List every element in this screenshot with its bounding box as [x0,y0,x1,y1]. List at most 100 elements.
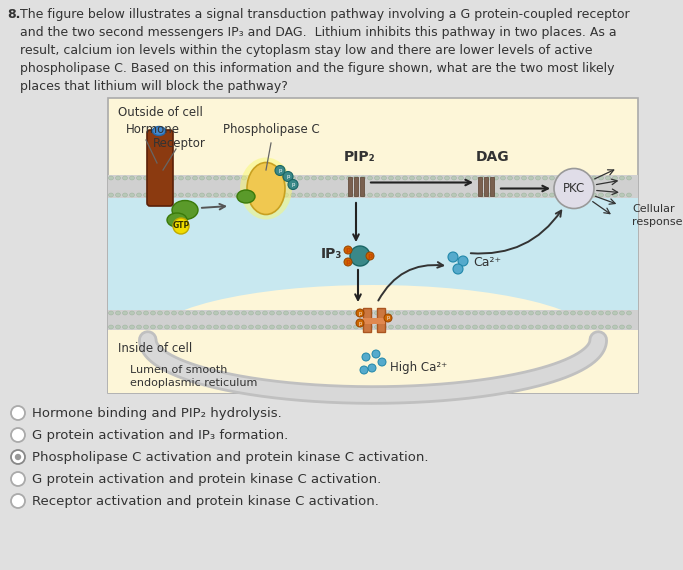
Ellipse shape [186,311,191,315]
Ellipse shape [514,193,520,197]
Ellipse shape [318,311,324,315]
Ellipse shape [171,311,176,315]
Ellipse shape [486,325,492,329]
Ellipse shape [150,193,156,197]
Ellipse shape [150,311,156,315]
Ellipse shape [172,201,198,219]
Ellipse shape [270,176,275,180]
Ellipse shape [598,176,604,180]
Ellipse shape [249,193,253,197]
Ellipse shape [535,325,540,329]
Ellipse shape [507,325,512,329]
Text: Inside of cell: Inside of cell [118,342,192,355]
Ellipse shape [115,325,120,329]
Ellipse shape [178,176,184,180]
Ellipse shape [514,325,520,329]
Ellipse shape [395,325,400,329]
Ellipse shape [458,325,464,329]
Ellipse shape [221,176,225,180]
Ellipse shape [570,325,576,329]
Ellipse shape [542,176,548,180]
Ellipse shape [165,193,169,197]
Text: p: p [387,316,389,320]
Circle shape [372,350,380,358]
Ellipse shape [311,311,316,315]
Text: p: p [346,247,350,253]
Ellipse shape [249,176,253,180]
Ellipse shape [361,193,365,197]
Ellipse shape [354,193,359,197]
Ellipse shape [242,176,247,180]
Ellipse shape [206,176,212,180]
Ellipse shape [542,193,548,197]
Ellipse shape [619,325,624,329]
Ellipse shape [227,311,232,315]
Text: The figure below illustrates a signal transduction pathway involving a G protein: The figure below illustrates a signal tr… [20,8,630,93]
Ellipse shape [613,176,617,180]
Ellipse shape [591,193,596,197]
Ellipse shape [522,193,527,197]
Bar [108,330,638,393]
Ellipse shape [361,176,365,180]
Ellipse shape [298,176,303,180]
Ellipse shape [150,176,156,180]
Circle shape [366,252,374,260]
Ellipse shape [270,193,275,197]
Ellipse shape [130,325,135,329]
Ellipse shape [395,311,400,315]
Ellipse shape [445,193,449,197]
Ellipse shape [255,325,260,329]
Text: Receptor: Receptor [153,137,206,150]
Ellipse shape [262,311,268,315]
Ellipse shape [361,325,365,329]
Ellipse shape [171,193,176,197]
Ellipse shape [501,176,505,180]
Ellipse shape [143,311,148,315]
Bar [360,177,364,196]
Ellipse shape [326,193,331,197]
Ellipse shape [283,176,288,180]
Text: IP₃: IP₃ [321,247,342,261]
Ellipse shape [242,311,247,315]
Text: Ca²⁺: Ca²⁺ [473,256,501,270]
Ellipse shape [214,311,219,315]
Ellipse shape [423,193,428,197]
Ellipse shape [494,193,499,197]
Circle shape [11,472,25,486]
Text: G protein activation and IP₃ formation.: G protein activation and IP₃ formation. [32,429,288,442]
Ellipse shape [494,176,499,180]
Ellipse shape [186,176,191,180]
Circle shape [350,246,370,266]
Ellipse shape [137,311,141,315]
Bar [490,177,494,196]
Ellipse shape [529,311,533,315]
Ellipse shape [382,176,387,180]
Ellipse shape [374,325,380,329]
Ellipse shape [410,176,415,180]
Ellipse shape [585,311,589,315]
Ellipse shape [339,311,344,315]
Ellipse shape [522,325,527,329]
Ellipse shape [234,193,240,197]
Ellipse shape [339,325,344,329]
Circle shape [554,169,594,209]
Ellipse shape [298,193,303,197]
Ellipse shape [333,311,337,315]
Ellipse shape [326,311,331,315]
Text: Cellular
responses: Cellular responses [632,203,683,227]
Ellipse shape [473,311,477,315]
Ellipse shape [249,311,253,315]
Circle shape [384,314,392,322]
Ellipse shape [445,176,449,180]
Ellipse shape [178,311,184,315]
Ellipse shape [430,325,436,329]
Ellipse shape [389,176,393,180]
Ellipse shape [598,311,604,315]
Ellipse shape [445,311,449,315]
Ellipse shape [591,325,596,329]
Ellipse shape [318,193,324,197]
Text: High Ca²⁺: High Ca²⁺ [390,360,447,373]
Ellipse shape [171,176,176,180]
Circle shape [368,364,376,372]
Bar [108,175,638,198]
